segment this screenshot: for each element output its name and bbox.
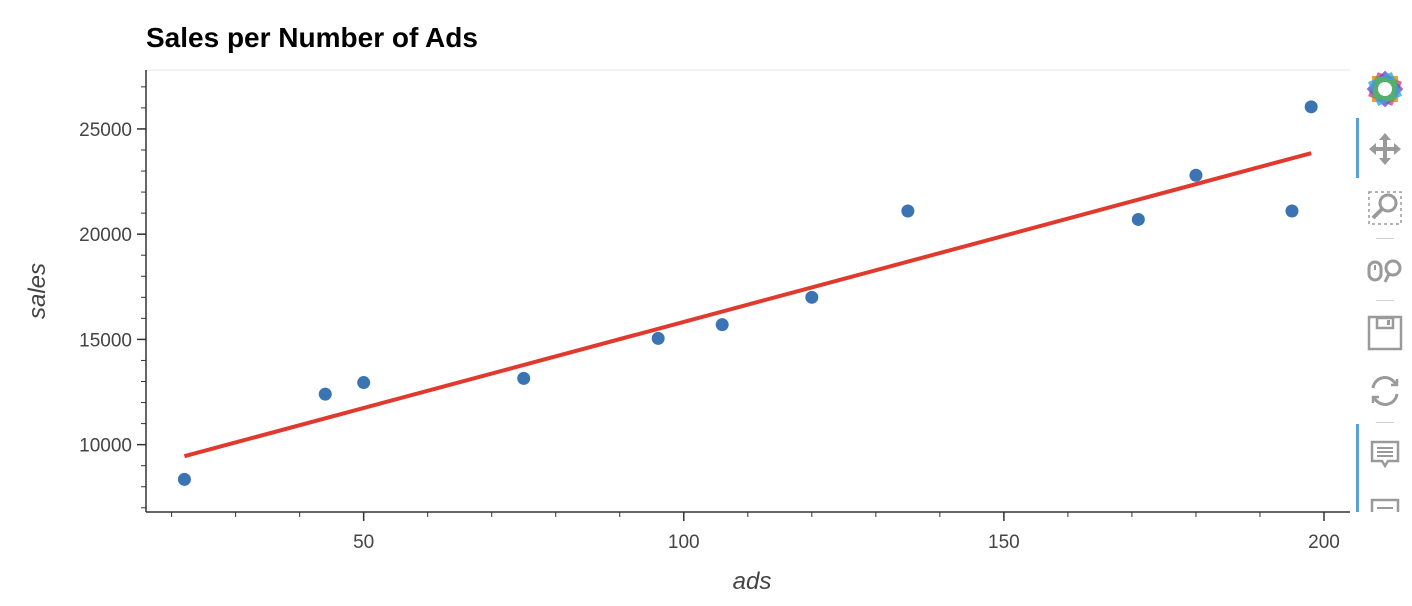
toolbar-separator: [1376, 238, 1394, 239]
chart-title: Sales per Number of Ads: [146, 22, 478, 53]
x-tick-label: 150: [988, 532, 1020, 553]
x-axis-label: ads: [733, 568, 772, 595]
box-zoom-icon[interactable]: [1364, 187, 1406, 229]
x-tick-label: 100: [668, 532, 700, 553]
plot-frame: [145, 69, 1350, 513]
data-point: [177, 472, 191, 486]
hover-icon[interactable]: [1364, 434, 1406, 476]
x-tick-label: 200: [1308, 532, 1340, 553]
data-point: [651, 331, 665, 345]
y-axis-label: sales: [24, 263, 51, 319]
y-tick-label: 20000: [79, 225, 132, 246]
bokeh-logo-icon[interactable]: [1364, 68, 1406, 110]
data-point: [1304, 100, 1318, 114]
data-point: [318, 387, 332, 401]
data-point: [1189, 168, 1203, 182]
y-tick-label: 15000: [79, 330, 132, 351]
wheel-zoom-icon[interactable]: [1364, 250, 1406, 292]
toolbar: [1356, 62, 1412, 512]
active-tool-indicator-hover: [1356, 424, 1359, 512]
axes: 50 100 150 200 10000 15000 20000 25000: [79, 70, 1350, 553]
help-icon[interactable]: [1364, 492, 1406, 512]
data-point: [1131, 212, 1145, 226]
scatter-plot[interactable]: 50 100 150 200 10000 15000 20000 25000 ads sale…: [0, 0, 1350, 606]
active-tool-indicator-pan: [1356, 118, 1359, 178]
y-tick-label: 10000: [79, 436, 132, 457]
pan-icon[interactable]: [1364, 128, 1406, 170]
marks: [177, 100, 1318, 486]
data-point: [1285, 204, 1299, 218]
reset-icon[interactable]: [1364, 370, 1406, 412]
data-point: [715, 318, 729, 332]
x-tick-label: 50: [353, 532, 374, 553]
save-icon[interactable]: [1364, 312, 1406, 354]
data-point: [901, 204, 915, 218]
toolbar-separator: [1376, 300, 1394, 301]
data-point: [805, 290, 819, 304]
data-point: [357, 376, 371, 390]
data-point: [517, 371, 531, 385]
y-tick-label: 25000: [79, 120, 132, 141]
trend-line: [183, 151, 1312, 459]
toolbar-separator: [1376, 422, 1394, 423]
